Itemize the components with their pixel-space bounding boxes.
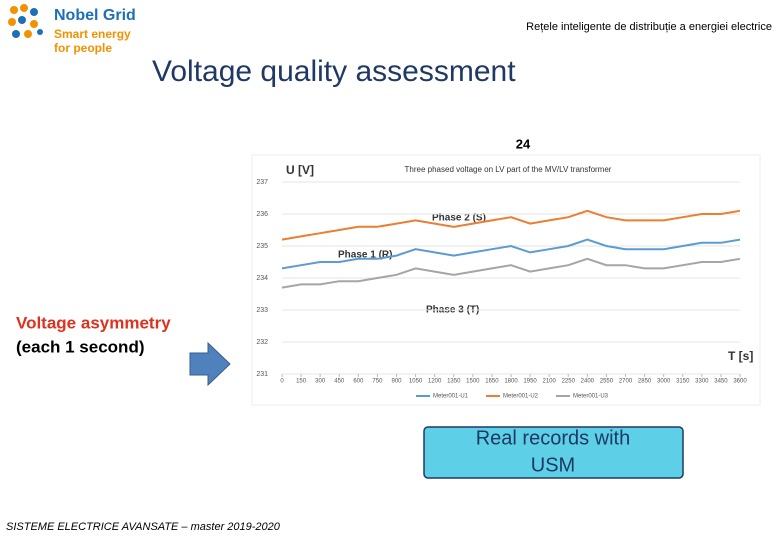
callout-box (423, 426, 684, 479)
x-tick-label: 2250 (562, 379, 576, 385)
y-tick-label: 231 (256, 371, 268, 378)
x-tick-label: 2850 (638, 379, 652, 385)
side-text: (each 1 second) (16, 337, 145, 356)
callout-text: Real records with (476, 427, 631, 449)
callout-text: USM (531, 454, 575, 476)
x-tick-label: 1800 (504, 379, 518, 385)
y-tick-label: 233 (256, 307, 268, 314)
x-tick-label: 1200 (428, 379, 442, 385)
x-tick-label: 1950 (523, 379, 537, 385)
header-subtitle: Rețele inteligente de distribuție a ener… (526, 21, 772, 33)
legend-label: Meter001-U3 (573, 394, 609, 400)
arrow (189, 341, 231, 387)
x-tick-label: 3150 (676, 379, 690, 385)
chart-title: Three phased voltage on LV part of the M… (405, 165, 612, 174)
x-tick-label: 0 (280, 379, 284, 385)
legend-label: Meter001-U1 (433, 394, 469, 400)
x-tick-label: 2400 (581, 379, 595, 385)
x-tick-label: 2100 (542, 379, 556, 385)
x-tick-label: 1050 (409, 379, 423, 385)
x-tick-label: 2550 (600, 379, 614, 385)
x-tick-label: 1650 (485, 379, 499, 385)
footer: SISTEME ELECTRICE AVANSATE – master 2019… (6, 521, 281, 533)
x-tick-label: 3450 (714, 379, 728, 385)
x-axis-label: T [s] (728, 349, 753, 363)
x-tick-label: 3600 (733, 379, 747, 385)
x-tick-label: 1500 (466, 379, 480, 385)
annotation: Phase 1 (R) (338, 250, 392, 261)
plot: 231 232 233 234 235 236 237 0 150 300 450 600 750 900… (256, 179, 747, 400)
x-tick-label: 600 (353, 379, 364, 385)
page-number: 24 (516, 136, 531, 151)
x-tick-label: 3000 (657, 379, 671, 385)
y-tick-label: 237 (256, 179, 268, 186)
side-text: Voltage asymmetry (16, 313, 171, 332)
legend-label: Meter001-U2 (503, 394, 539, 400)
brand: Nobel Grid (54, 7, 136, 24)
y-axis-label: U [V] (286, 163, 314, 177)
annotation: Phase 2 (S) (432, 213, 486, 224)
chart-frame (251, 154, 761, 406)
x-tick-label: 900 (391, 379, 402, 385)
x-tick-label: 450 (334, 379, 345, 385)
x-tick-label: 2700 (619, 379, 633, 385)
tagline: for people (54, 41, 112, 55)
x-tick-label: 1350 (447, 379, 461, 385)
y-tick-label: 236 (256, 211, 268, 218)
x-tick-label: 750 (372, 379, 383, 385)
series-line (281, 257, 741, 289)
series-line (281, 209, 741, 241)
series-line (281, 238, 741, 270)
x-tick-label: 3300 (695, 379, 709, 385)
y-tick-label: 234 (256, 275, 268, 282)
slide-title: Voltage quality assessment (152, 55, 516, 88)
x-tick-label: 300 (315, 379, 326, 385)
y-tick-label: 232 (256, 339, 268, 346)
tagline: Smart energy (54, 27, 131, 41)
y-tick-label: 235 (256, 243, 268, 250)
x-tick-label: 150 (296, 379, 307, 385)
logo (8, 4, 43, 38)
